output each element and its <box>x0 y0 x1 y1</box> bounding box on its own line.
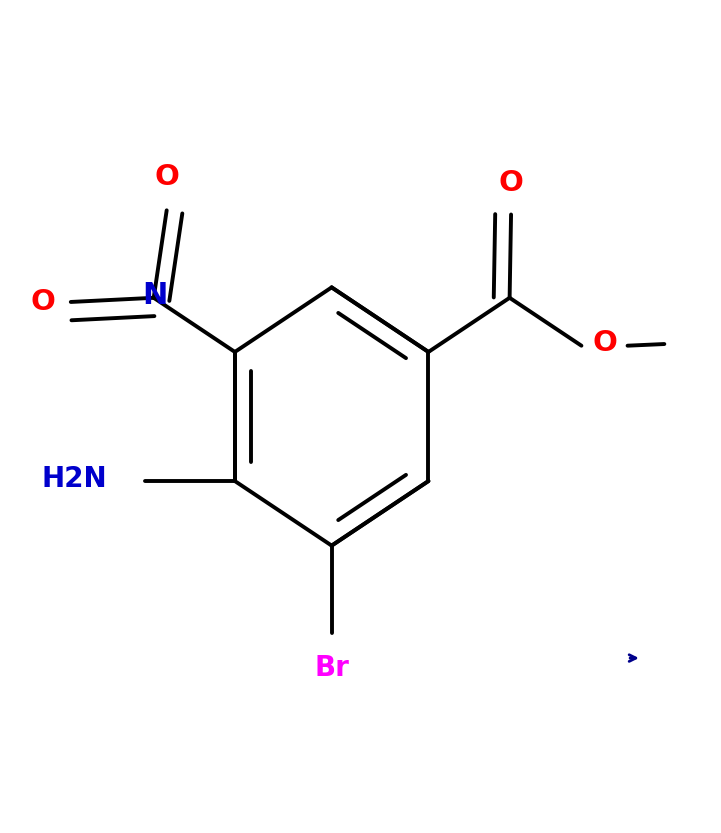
Text: O: O <box>155 163 180 191</box>
Text: Br: Br <box>315 654 350 682</box>
Text: O: O <box>31 288 56 316</box>
Text: H2N: H2N <box>42 465 107 492</box>
Text: O: O <box>592 329 617 357</box>
Text: O: O <box>499 169 523 197</box>
Text: N: N <box>143 281 168 310</box>
